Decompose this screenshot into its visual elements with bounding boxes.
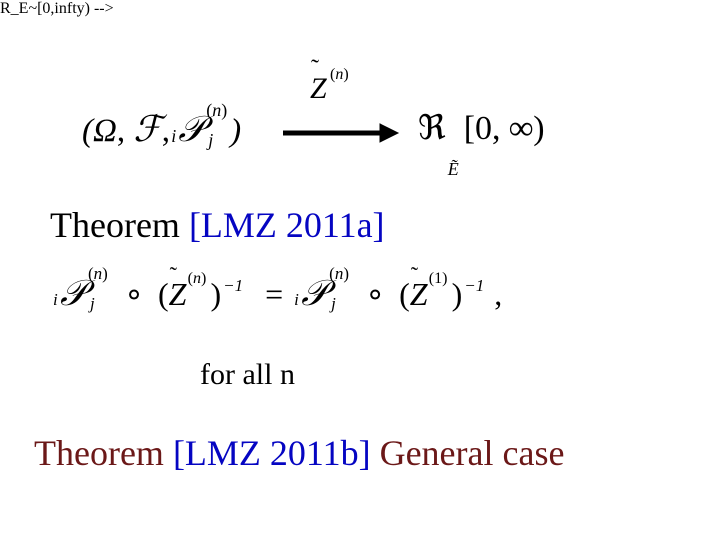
lhs-inv: −1 bbox=[223, 276, 243, 295]
theorem-a-ref: [LMZ 2011a] bbox=[189, 205, 385, 245]
lhs-sub-i: i bbox=[53, 290, 58, 310]
rhs-sub-j: j bbox=[331, 294, 336, 314]
eq-rhs: i 𝒫 j (n) bbox=[301, 272, 327, 315]
slide-root: R_E~[0,infty) --> (Ω, ℱ, i 𝒫 j (n) ) Z ˜… bbox=[0, 0, 720, 540]
theorem-a-heading: Theorem [LMZ 2011a] bbox=[50, 204, 385, 246]
rhs-Z1: (Z˜(1)) bbox=[399, 276, 462, 312]
theorem-a-equation: i 𝒫 j (n) ∘ (Z˜(n))−1 = i 𝒫 j (n) ∘ (Z˜(… bbox=[60, 272, 502, 315]
sub-Etilde: Ẽ bbox=[448, 159, 459, 180]
for-all-n: for all n bbox=[200, 358, 295, 392]
bracket: [0, bbox=[464, 110, 501, 147]
theorem-a-prefix: Theorem bbox=[50, 205, 189, 245]
lhs-sup-n: (n) bbox=[88, 264, 108, 284]
rhs-P: 𝒫 bbox=[301, 273, 327, 313]
rhs-inv: −1 bbox=[464, 276, 484, 295]
for-all-n-text: for all n bbox=[200, 358, 295, 391]
trailing-comma: , bbox=[494, 276, 502, 312]
rhs-sup-n: (n) bbox=[329, 264, 349, 284]
circ-2: ∘ bbox=[365, 276, 385, 312]
infty: ∞ bbox=[501, 110, 534, 147]
theorem-b-ref: [LMZ 2011b] bbox=[173, 433, 371, 473]
lhs-P: 𝒫 bbox=[60, 273, 86, 313]
eq-lhs: i 𝒫 j (n) bbox=[60, 272, 86, 315]
frakR: ℜ bbox=[418, 110, 446, 147]
rhs-sub-i: i bbox=[294, 290, 299, 310]
close-paren-cod: ) bbox=[533, 110, 544, 147]
theorem-b-prefix: Theorem bbox=[34, 433, 173, 473]
lhs-sub-j: j bbox=[90, 294, 95, 314]
lhs-Zn: (Z˜(n)) bbox=[158, 276, 221, 312]
mapping-arrow bbox=[0, 0, 720, 200]
equals: = bbox=[265, 276, 283, 312]
circ-1: ∘ bbox=[124, 276, 144, 312]
mapping-codomain: ℜ Ẽ [0, ∞) bbox=[418, 108, 545, 148]
theorem-b-suffix: General case bbox=[371, 433, 565, 473]
theorem-b-heading: Theorem [LMZ 2011b] General case bbox=[34, 432, 564, 474]
